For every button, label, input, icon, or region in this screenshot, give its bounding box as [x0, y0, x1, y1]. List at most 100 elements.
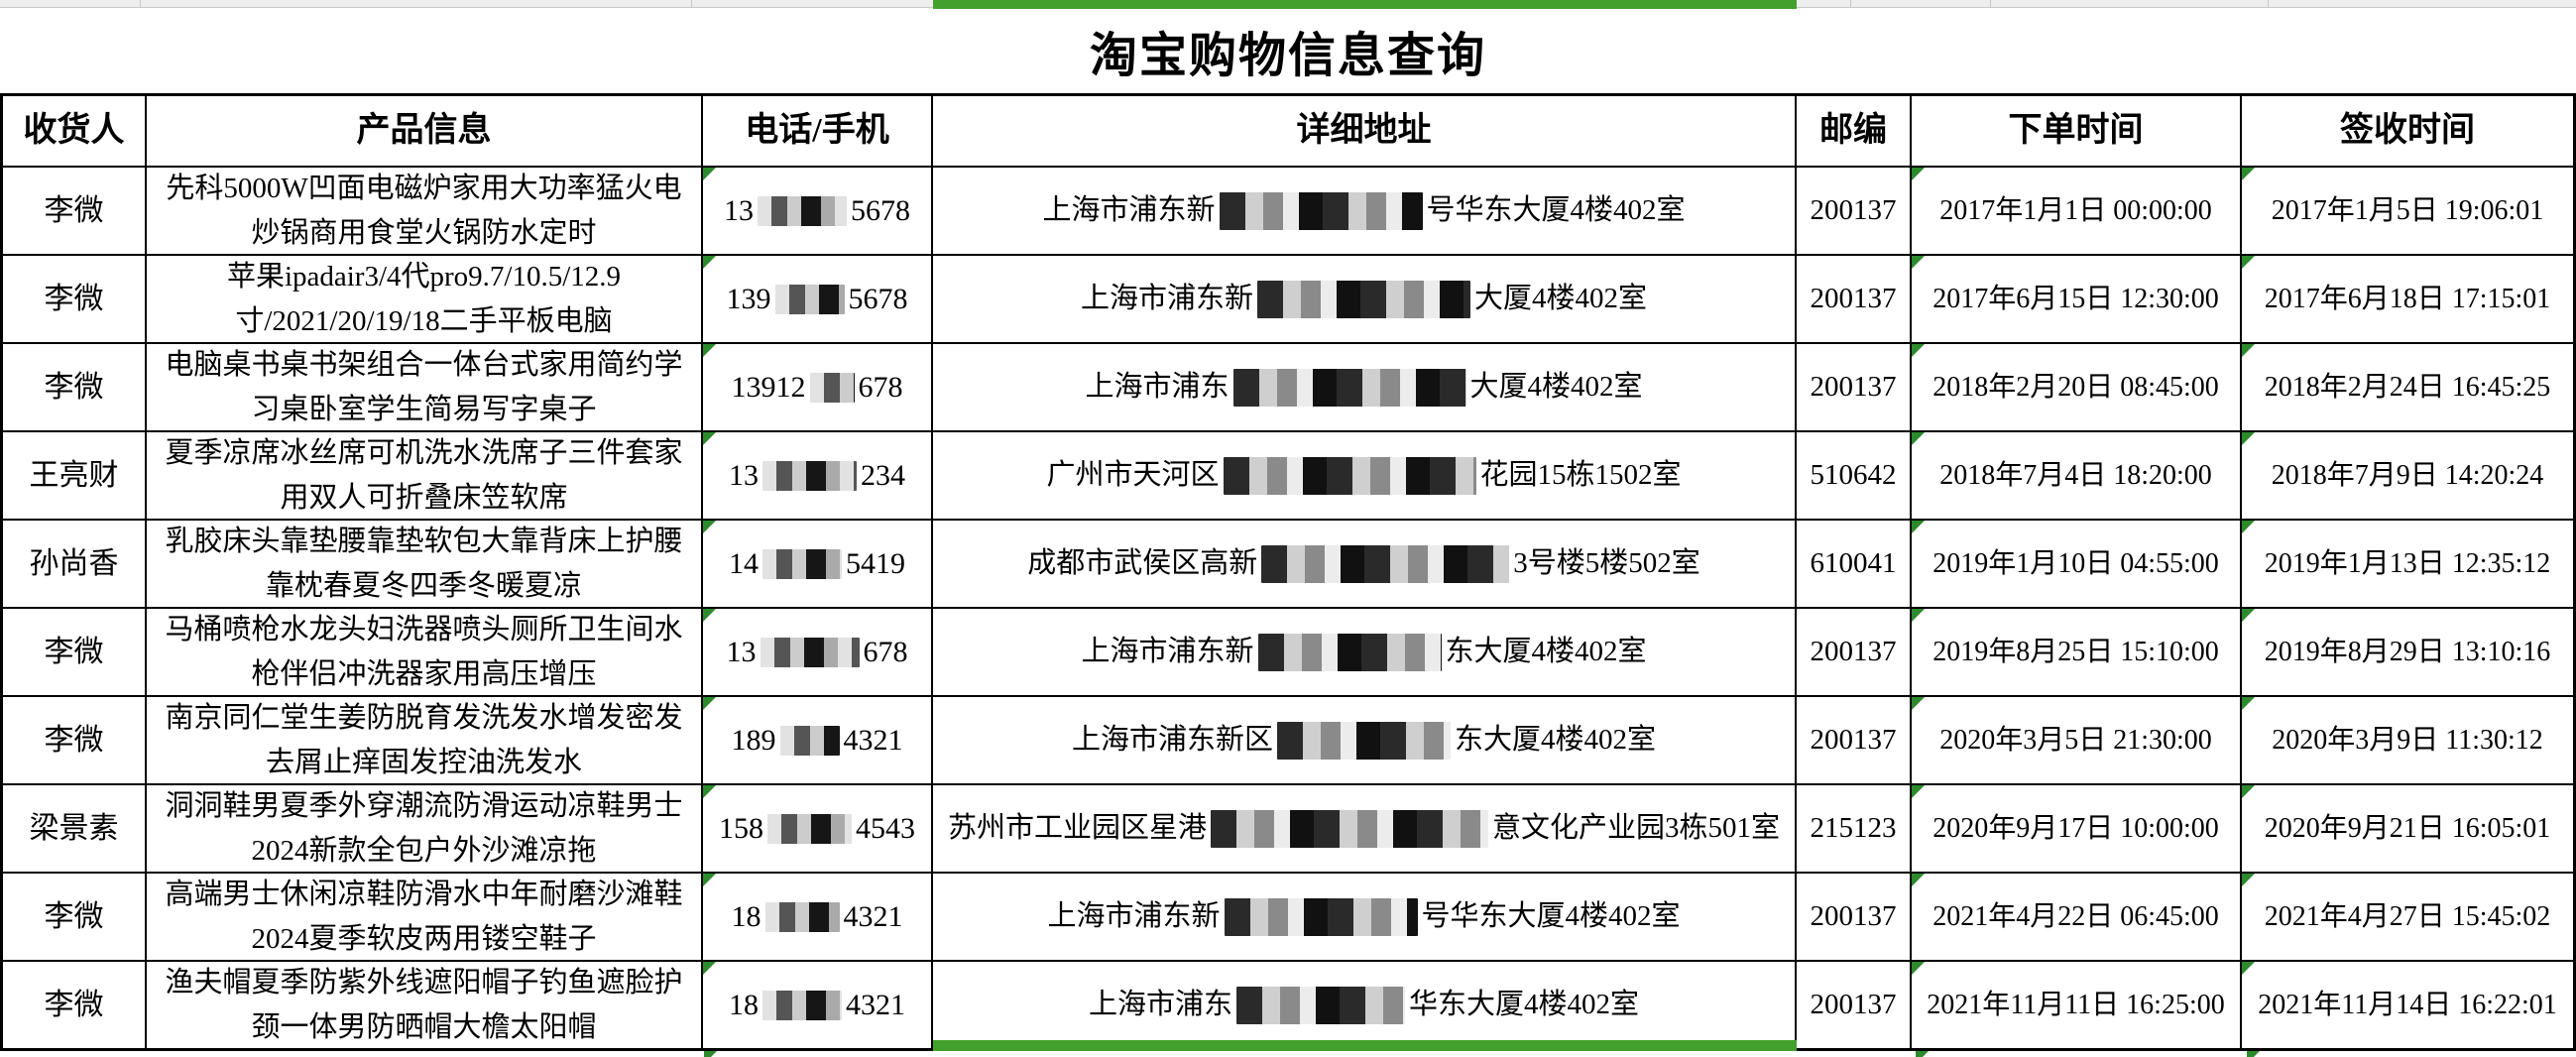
cell-address[interactable]: 成都市武侯区高新 3号楼5楼502室 [933, 521, 1795, 607]
cell-address[interactable]: 上海市浦东 大厦4楼402室 [933, 344, 1795, 430]
cell-phone[interactable]: 14 5419 [703, 521, 931, 607]
cell-product[interactable]: 南京同仁堂生姜防脱育发洗发水增发密发去屑止痒固发控油洗发水 [147, 697, 701, 783]
error-indicator-triangle [2242, 168, 2255, 180]
cell-order-time[interactable]: 2020年3月5日 21:30:00 [1912, 697, 2240, 783]
cell-text: 李微 [44, 900, 104, 933]
cell-order-time[interactable]: 2019年8月25日 15:10:00 [1912, 609, 2240, 695]
cell-sign-time[interactable]: 2021年11月14日 16:22:01 [2242, 962, 2573, 1048]
cell-phone[interactable]: 13 234 [703, 432, 931, 519]
cell-zip[interactable]: 200137 [1797, 609, 1910, 695]
cell-text: 乳胶床头靠垫腰靠垫软包大靠背床上护腰靠枕春夏冬四季冬暖夏凉 [165, 525, 683, 602]
cell-address[interactable]: 上海市浦东新 号华东大厦4楼402室 [933, 168, 1795, 254]
cell-text: 夏季凉席冰丝席可机洗水洗席子三件套家用双人可折叠床笠软席 [165, 436, 683, 514]
error-indicator-triangle [703, 785, 716, 798]
cell-order-time[interactable]: 2020年9月17日 10:00:00 [1912, 785, 2240, 872]
cell-zip[interactable]: 200137 [1797, 344, 1910, 430]
cell-text: 5678 [851, 194, 910, 227]
cell-product[interactable]: 乳胶床头靠垫腰靠垫软包大靠背床上护腰靠枕春夏冬四季冬暖夏凉 [147, 521, 701, 607]
header-cell-phone[interactable]: 电话/手机 [703, 96, 931, 166]
cell-product[interactable]: 渔夫帽夏季防紫外线遮阳帽子钓鱼遮脸护颈一体男防晒帽大檐太阳帽 [147, 962, 701, 1048]
cell-product[interactable]: 苹果ipadair3/4代pro9.7/10.5/12.9寸/2021/20/1… [147, 256, 701, 342]
error-indicator-triangle [703, 697, 716, 710]
cell-address[interactable]: 上海市浦东新 东大厦4楼402室 [933, 609, 1795, 695]
cell-order-time[interactable]: 2017年6月15日 12:30:00 [1912, 256, 2240, 342]
cell-text: 4543 [856, 812, 915, 845]
cell-zip[interactable]: 200137 [1797, 962, 1910, 1048]
cell-zip[interactable]: 200137 [1797, 697, 1910, 783]
header-cell-recipient[interactable]: 收货人 [3, 96, 145, 166]
cell-recipient[interactable]: 王亮财 [3, 432, 145, 519]
cell-order-time[interactable]: 2019年1月10日 04:55:00 [1912, 521, 2240, 607]
cell-text: 2020年9月21日 16:05:01 [2264, 813, 2551, 844]
cell-sign-time[interactable]: 2019年1月13日 12:35:12 [2242, 521, 2573, 607]
cell-address[interactable]: 上海市浦东新 号华东大厦4楼402室 [933, 874, 1795, 960]
header-cell-order-time[interactable]: 下单时间 [1912, 96, 2240, 166]
cell-phone[interactable]: 158 4543 [703, 785, 931, 872]
cell-phone[interactable]: 13 5678 [703, 168, 931, 254]
cell-zip[interactable]: 610041 [1797, 521, 1910, 607]
cell-text: 5678 [848, 283, 908, 315]
cell-phone[interactable]: 18 4321 [703, 962, 931, 1048]
cell-phone[interactable]: 13912 678 [703, 344, 931, 430]
header-cell-sign-time[interactable]: 签收时间 [2242, 96, 2573, 166]
cell-zip[interactable]: 200137 [1797, 256, 1910, 342]
error-indicator-triangle [1912, 874, 1925, 886]
cell-product[interactable]: 夏季凉席冰丝席可机洗水洗席子三件套家用双人可折叠床笠软席 [147, 432, 701, 519]
cell-order-time[interactable]: 2021年11月11日 16:25:00 [1912, 962, 2240, 1048]
cell-product[interactable]: 电脑桌书桌书架组合一体台式家用简约学习桌卧室学生简易写字桌子 [147, 344, 701, 430]
cell-recipient[interactable]: 梁景素 [3, 785, 145, 872]
cell-phone[interactable]: 139 5678 [703, 256, 931, 342]
cell-order-time[interactable]: 2021年4月22日 06:45:00 [1912, 874, 2240, 960]
cell-phone[interactable]: 189 4321 [703, 697, 931, 783]
cell-recipient[interactable]: 李微 [3, 697, 145, 783]
cell-recipient[interactable]: 李微 [3, 168, 145, 254]
cell-text: 洞洞鞋男夏季外穿潮流防滑运动凉鞋男士2024新款全包户外沙滩凉拖 [165, 789, 683, 867]
redacted-segment [767, 813, 852, 844]
cell-address[interactable]: 上海市浦东新 大厦4楼402室 [933, 256, 1795, 342]
cell-sign-time[interactable]: 2017年1月5日 19:06:01 [2242, 168, 2573, 254]
cell-zip[interactable]: 510642 [1797, 432, 1910, 519]
cell-sign-time[interactable]: 2017年6月18日 17:15:01 [2242, 256, 2573, 342]
cell-sign-time[interactable]: 2020年9月21日 16:05:01 [2242, 785, 2573, 872]
cell-address[interactable]: 上海市浦东新区 东大厦4楼402室 [933, 697, 1795, 783]
cell-text: 苹果ipadair3/4代pro9.7/10.5/12.9寸/2021/20/1… [226, 260, 622, 337]
cell-sign-time[interactable]: 2021年4月27日 15:45:02 [2242, 874, 2573, 960]
cell-phone[interactable]: 18 4321 [703, 874, 931, 960]
cell-text: 上海市浦东新 [1080, 283, 1253, 314]
error-indicator-triangle [2242, 785, 2255, 798]
error-indicator-triangle [1912, 168, 1925, 180]
cell-sign-time[interactable]: 2018年7月9日 14:20:24 [2242, 432, 2573, 519]
cell-recipient[interactable]: 李微 [3, 344, 145, 430]
cell-text: 收货人 [23, 112, 125, 149]
cell-text: 详细地址 [1296, 112, 1432, 149]
header-cell-zip[interactable]: 邮编 [1797, 96, 1910, 166]
cell-sign-time[interactable]: 2018年2月24日 16:45:25 [2242, 344, 2573, 430]
header-cell-product[interactable]: 产品信息 [147, 96, 701, 166]
cell-sign-time[interactable]: 2019年8月29日 13:10:16 [2242, 609, 2573, 695]
cell-address[interactable]: 苏州市工业园区星港 意文化产业园3栋501室 [933, 785, 1795, 872]
error-indicator-triangle [1912, 785, 1925, 798]
cell-recipient[interactable]: 李微 [3, 874, 145, 960]
cell-zip[interactable]: 200137 [1797, 874, 1910, 960]
cell-product[interactable]: 高端男士休闲凉鞋防滑水中年耐磨沙滩鞋2024夏季软皮两用镂空鞋子 [147, 874, 701, 960]
cell-product[interactable]: 洞洞鞋男夏季外穿潮流防滑运动凉鞋男士2024新款全包户外沙滩凉拖 [147, 785, 701, 872]
cell-address[interactable]: 上海市浦东 华东大厦4楼402室 [933, 962, 1795, 1048]
cell-sign-time[interactable]: 2020年3月9日 11:30:12 [2242, 697, 2573, 783]
cell-address[interactable]: 广州市天河区 花园15栋1502室 [933, 432, 1795, 519]
cell-order-time[interactable]: 2018年7月4日 18:20:00 [1912, 432, 2240, 519]
cell-recipient[interactable]: 孙尚香 [3, 521, 145, 607]
cell-order-time[interactable]: 2017年1月1日 00:00:00 [1912, 168, 2240, 254]
header-cell-address[interactable]: 详细地址 [933, 96, 1795, 166]
cell-zip[interactable]: 200137 [1797, 168, 1910, 254]
cell-order-time[interactable]: 2018年2月20日 08:45:00 [1912, 344, 2240, 430]
cell-text: 王亮财 [29, 459, 119, 492]
cell-recipient[interactable]: 李微 [3, 256, 145, 342]
cell-recipient[interactable]: 李微 [3, 962, 145, 1048]
cell-zip[interactable]: 215123 [1797, 785, 1910, 872]
cell-product[interactable]: 先科5000W凹面电磁炉家用大功率猛火电炒锅商用食堂火锅防水定时 [147, 168, 701, 254]
cell-text: 先科5000W凹面电磁炉家用大功率猛火电炒锅商用食堂火锅防水定时 [166, 172, 682, 249]
cell-phone[interactable]: 13 678 [703, 609, 931, 695]
cell-product[interactable]: 马桶喷枪水龙头妇洗器喷头厕所卫生间水枪伴侣冲洗器家用高压增压 [147, 609, 701, 695]
cell-text: 2018年2月24日 16:45:25 [2264, 372, 2551, 403]
cell-recipient[interactable]: 李微 [3, 609, 145, 695]
